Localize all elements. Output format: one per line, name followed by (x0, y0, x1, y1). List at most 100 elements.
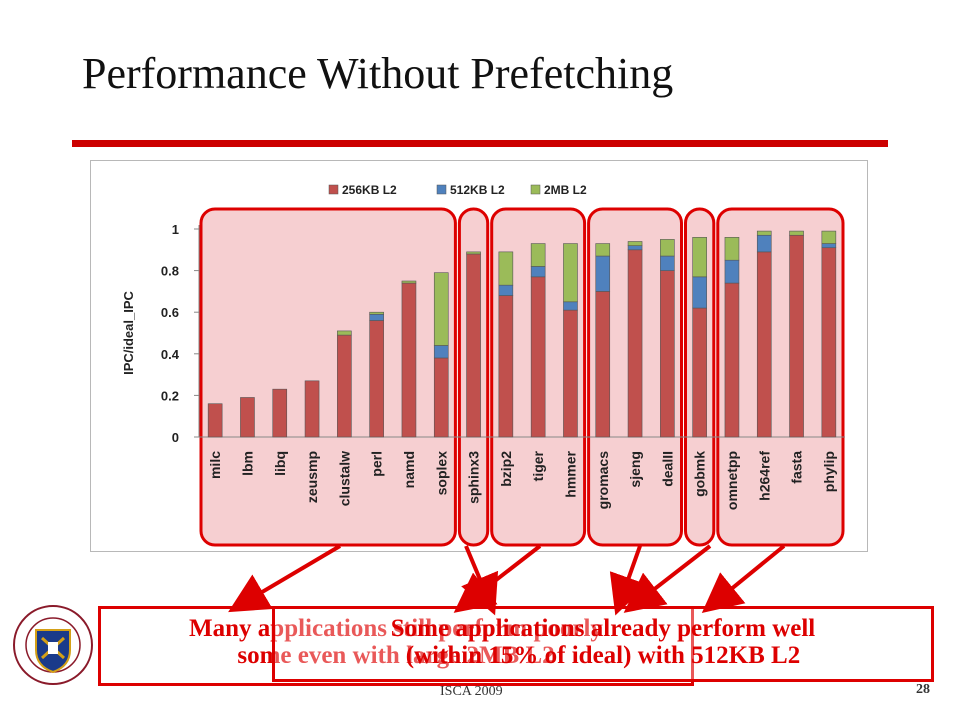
slide-title: Performance Without Prefetching (82, 49, 674, 98)
category-label-gromacs: gromacs (595, 451, 611, 510)
bar-fasta-series-3 (789, 230, 804, 236)
category-label-phylip: phylip (821, 451, 837, 492)
legend-label-1: 256KB L2 (342, 183, 397, 197)
bar-milc-series-1 (207, 403, 223, 438)
bar-clustalw-series-3 (337, 330, 352, 336)
bar-h264ref-series-1 (756, 251, 772, 438)
bar-soplex-series-2 (433, 345, 449, 359)
callout-1-line1: Many applications still perform poorly (189, 615, 603, 642)
bar-namd-series-1 (401, 282, 417, 438)
bar-sjeng-series-1 (627, 249, 643, 438)
category-label-milc: milc (207, 451, 223, 479)
bar-omnetpp-series-3 (724, 237, 740, 261)
category-label-namd: namd (401, 451, 417, 488)
category-label-clustalw: clustalw (336, 451, 352, 506)
bar-dealII-series-1 (660, 270, 675, 438)
category-label-omnetpp: omnetpp (724, 451, 740, 510)
y-tick-label-0: 0 (172, 430, 179, 445)
y-tick-label-4: 0.8 (161, 264, 179, 279)
category-label-h264ref: h264ref (756, 451, 772, 501)
arrow-to-gobmk (623, 544, 712, 613)
bar-hmmer-series-1 (563, 309, 578, 438)
callout-1-line2: some even with large 2MB L2 (237, 642, 555, 669)
legend-swatch-3 (530, 184, 541, 195)
arrow-to-poor-group (228, 544, 342, 613)
bar-gobmk-series-1 (692, 307, 707, 438)
bar-fasta-series-1 (789, 234, 804, 438)
bar-sjeng-series-3 (627, 241, 643, 246)
bar-soplex-series-3 (433, 272, 449, 346)
category-label-dealII: dealII (659, 451, 675, 487)
bar-dealII-series-3 (660, 239, 675, 257)
bar-gobmk-series-3 (692, 237, 707, 278)
bar-gromacs-series-2 (595, 255, 611, 292)
arrow-to-sphinx3 (461, 545, 499, 616)
callout-good-performance: Some applications already perform well (… (272, 606, 934, 682)
bar-libq-series-1 (272, 388, 288, 438)
bar-omnetpp-series-2 (724, 259, 740, 284)
bar-gromacs-series-3 (595, 243, 611, 257)
y-axis-label: IPC/ideal_IPC (121, 290, 136, 374)
bar-perl-series-3 (369, 311, 384, 315)
y-tick-label-3: 0.6 (161, 305, 179, 320)
category-label-libq: libq (272, 451, 288, 476)
bar-phylip-series-1 (821, 247, 837, 438)
category-label-perl: perl (369, 451, 385, 477)
bar-phylip-series-3 (821, 230, 837, 244)
bar-h264ref-series-3 (756, 230, 772, 236)
arrow-to-gromacs-group (609, 545, 648, 616)
bar-perl-series-1 (369, 320, 384, 438)
bar-phylip-series-2 (821, 243, 837, 249)
bar-zeusmp-series-1 (304, 380, 320, 438)
title-divider (72, 140, 888, 147)
category-label-sjeng: sjeng (627, 451, 643, 488)
category-label-tiger: tiger (530, 450, 546, 481)
callout-2-line1: Some applications already perform well (390, 615, 816, 642)
footer-conference: ISCA 2009 (440, 684, 503, 699)
category-label-fasta: fasta (789, 451, 805, 484)
callout-2-line2: (within 15% of ideal) with 512KB L2 (405, 642, 801, 669)
legend-label-3: 2MB L2 (544, 183, 587, 197)
category-label-lbm: lbm (239, 451, 255, 476)
bar-tiger-series-3 (530, 243, 546, 267)
y-tick-label-1: 0.2 (161, 388, 179, 403)
category-label-sphinx3: sphinx3 (466, 451, 482, 504)
bar-tiger-series-2 (530, 266, 546, 278)
legend-swatch-1 (328, 184, 339, 195)
arrow-to-omnetpp-group (701, 544, 786, 614)
university-seal-icon (13, 605, 93, 685)
bar-bzip2-series-1 (498, 295, 514, 438)
legend-label-2: 512KB L2 (450, 183, 505, 197)
legend-swatch-2 (436, 184, 447, 195)
category-label-soplex: soplex (433, 451, 449, 496)
bar-bzip2-series-2 (498, 284, 514, 296)
y-tick-label-5: 1 (172, 222, 179, 237)
bar-h264ref-series-2 (756, 234, 772, 253)
arrow-to-bzip2-group (453, 544, 542, 613)
bar-sphinx3-series-3 (466, 251, 481, 255)
benchmark-group-box-1 (199, 207, 457, 547)
bar-namd-series-3 (401, 280, 417, 284)
category-label-bzip2: bzip2 (498, 451, 514, 487)
bar-dealII-series-2 (660, 255, 675, 271)
bar-sjeng-series-2 (627, 245, 643, 251)
bar-gromacs-series-1 (595, 291, 611, 438)
category-label-gobmk: gobmk (692, 451, 708, 497)
category-label-hmmer: hmmer (562, 450, 578, 497)
bar-tiger-series-1 (530, 276, 546, 438)
y-tick-label-2: 0.4 (161, 347, 180, 362)
bar-omnetpp-series-1 (724, 282, 740, 438)
bar-gobmk-series-2 (692, 276, 707, 309)
bar-perl-series-2 (369, 313, 384, 321)
page-number: 28 (916, 682, 930, 697)
category-label-zeusmp: zeusmp (304, 451, 320, 503)
bar-lbm-series-1 (240, 397, 255, 438)
bar-bzip2-series-3 (498, 251, 514, 286)
bar-clustalw-series-1 (337, 334, 352, 438)
bar-hmmer-series-2 (563, 301, 578, 311)
bar-soplex-series-1 (433, 357, 449, 438)
bar-sphinx3-series-1 (466, 253, 481, 438)
bar-hmmer-series-3 (563, 243, 578, 303)
